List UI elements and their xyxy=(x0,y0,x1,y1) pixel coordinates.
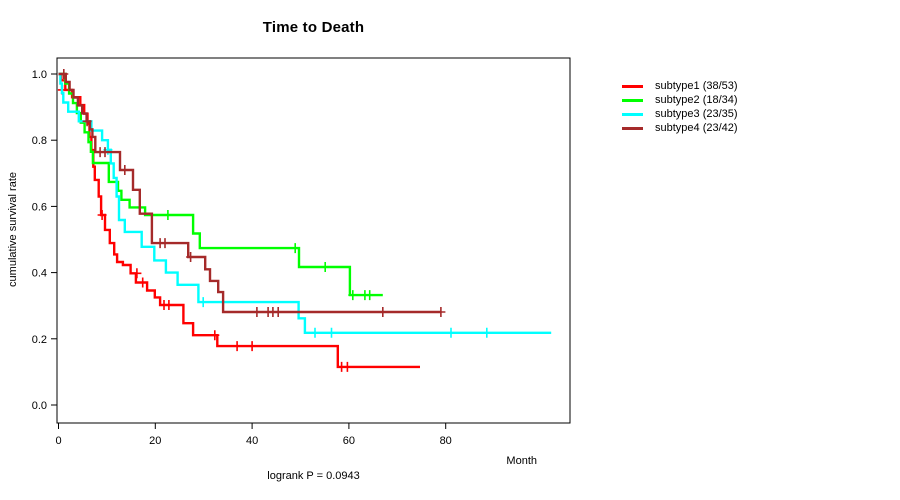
censor-marks-subtype4 xyxy=(59,69,446,317)
legend-line-swatch-subtype1 xyxy=(622,84,643,88)
legend-item-subtype3: subtype3 (23/35) xyxy=(622,107,738,121)
censor-marks-subtype2 xyxy=(163,210,375,301)
legend-line-swatch-subtype4 xyxy=(622,126,643,130)
legend-label-subtype4: subtype4 (23/42) xyxy=(655,122,738,134)
x-tick-label: 20 xyxy=(149,435,161,447)
legend-item-subtype2: subtype2 (18/34) xyxy=(622,93,738,107)
legend: subtype1 (38/53) subtype2 (18/34) subtyp… xyxy=(622,79,738,135)
x-tick-label: 60 xyxy=(343,435,355,447)
logrank-annotation: logrank P = 0.0943 xyxy=(267,470,360,482)
legend-item-subtype1: subtype1 (38/53) xyxy=(622,79,738,93)
legend-label-subtype3: subtype3 (23/35) xyxy=(655,108,738,120)
legend-line-swatch-subtype3 xyxy=(622,112,643,116)
x-tick-label: 0 xyxy=(55,435,61,447)
y-tick-label: 0.0 xyxy=(32,400,47,412)
y-tick-label: 1.0 xyxy=(32,69,47,81)
legend-label-subtype1: subtype1 (38/53) xyxy=(655,80,738,92)
legend-item-subtype4: subtype4 (23/42) xyxy=(622,121,738,135)
survival-curve-subtype3 xyxy=(58,72,552,334)
x-tick-label: 80 xyxy=(440,435,452,447)
x-axis-label: Month xyxy=(506,455,537,467)
y-tick-label: 0.2 xyxy=(32,334,47,346)
chart-title: Time to Death xyxy=(262,19,365,36)
y-tick-label: 0.4 xyxy=(32,268,47,280)
legend-line-swatch-subtype2 xyxy=(622,98,643,102)
survival-curve-subtype1 xyxy=(58,72,420,369)
x-tick-label: 40 xyxy=(246,435,258,447)
legend-label-subtype2: subtype2 (18/34) xyxy=(655,94,738,106)
plot-border xyxy=(56,57,571,424)
censor-marks-subtype3 xyxy=(103,144,492,338)
y-tick-label: 0.6 xyxy=(32,201,47,213)
survival-curve-subtype2 xyxy=(58,72,383,297)
censor-marks-subtype1 xyxy=(57,84,352,372)
y-tick-label: 0.8 xyxy=(32,135,47,147)
